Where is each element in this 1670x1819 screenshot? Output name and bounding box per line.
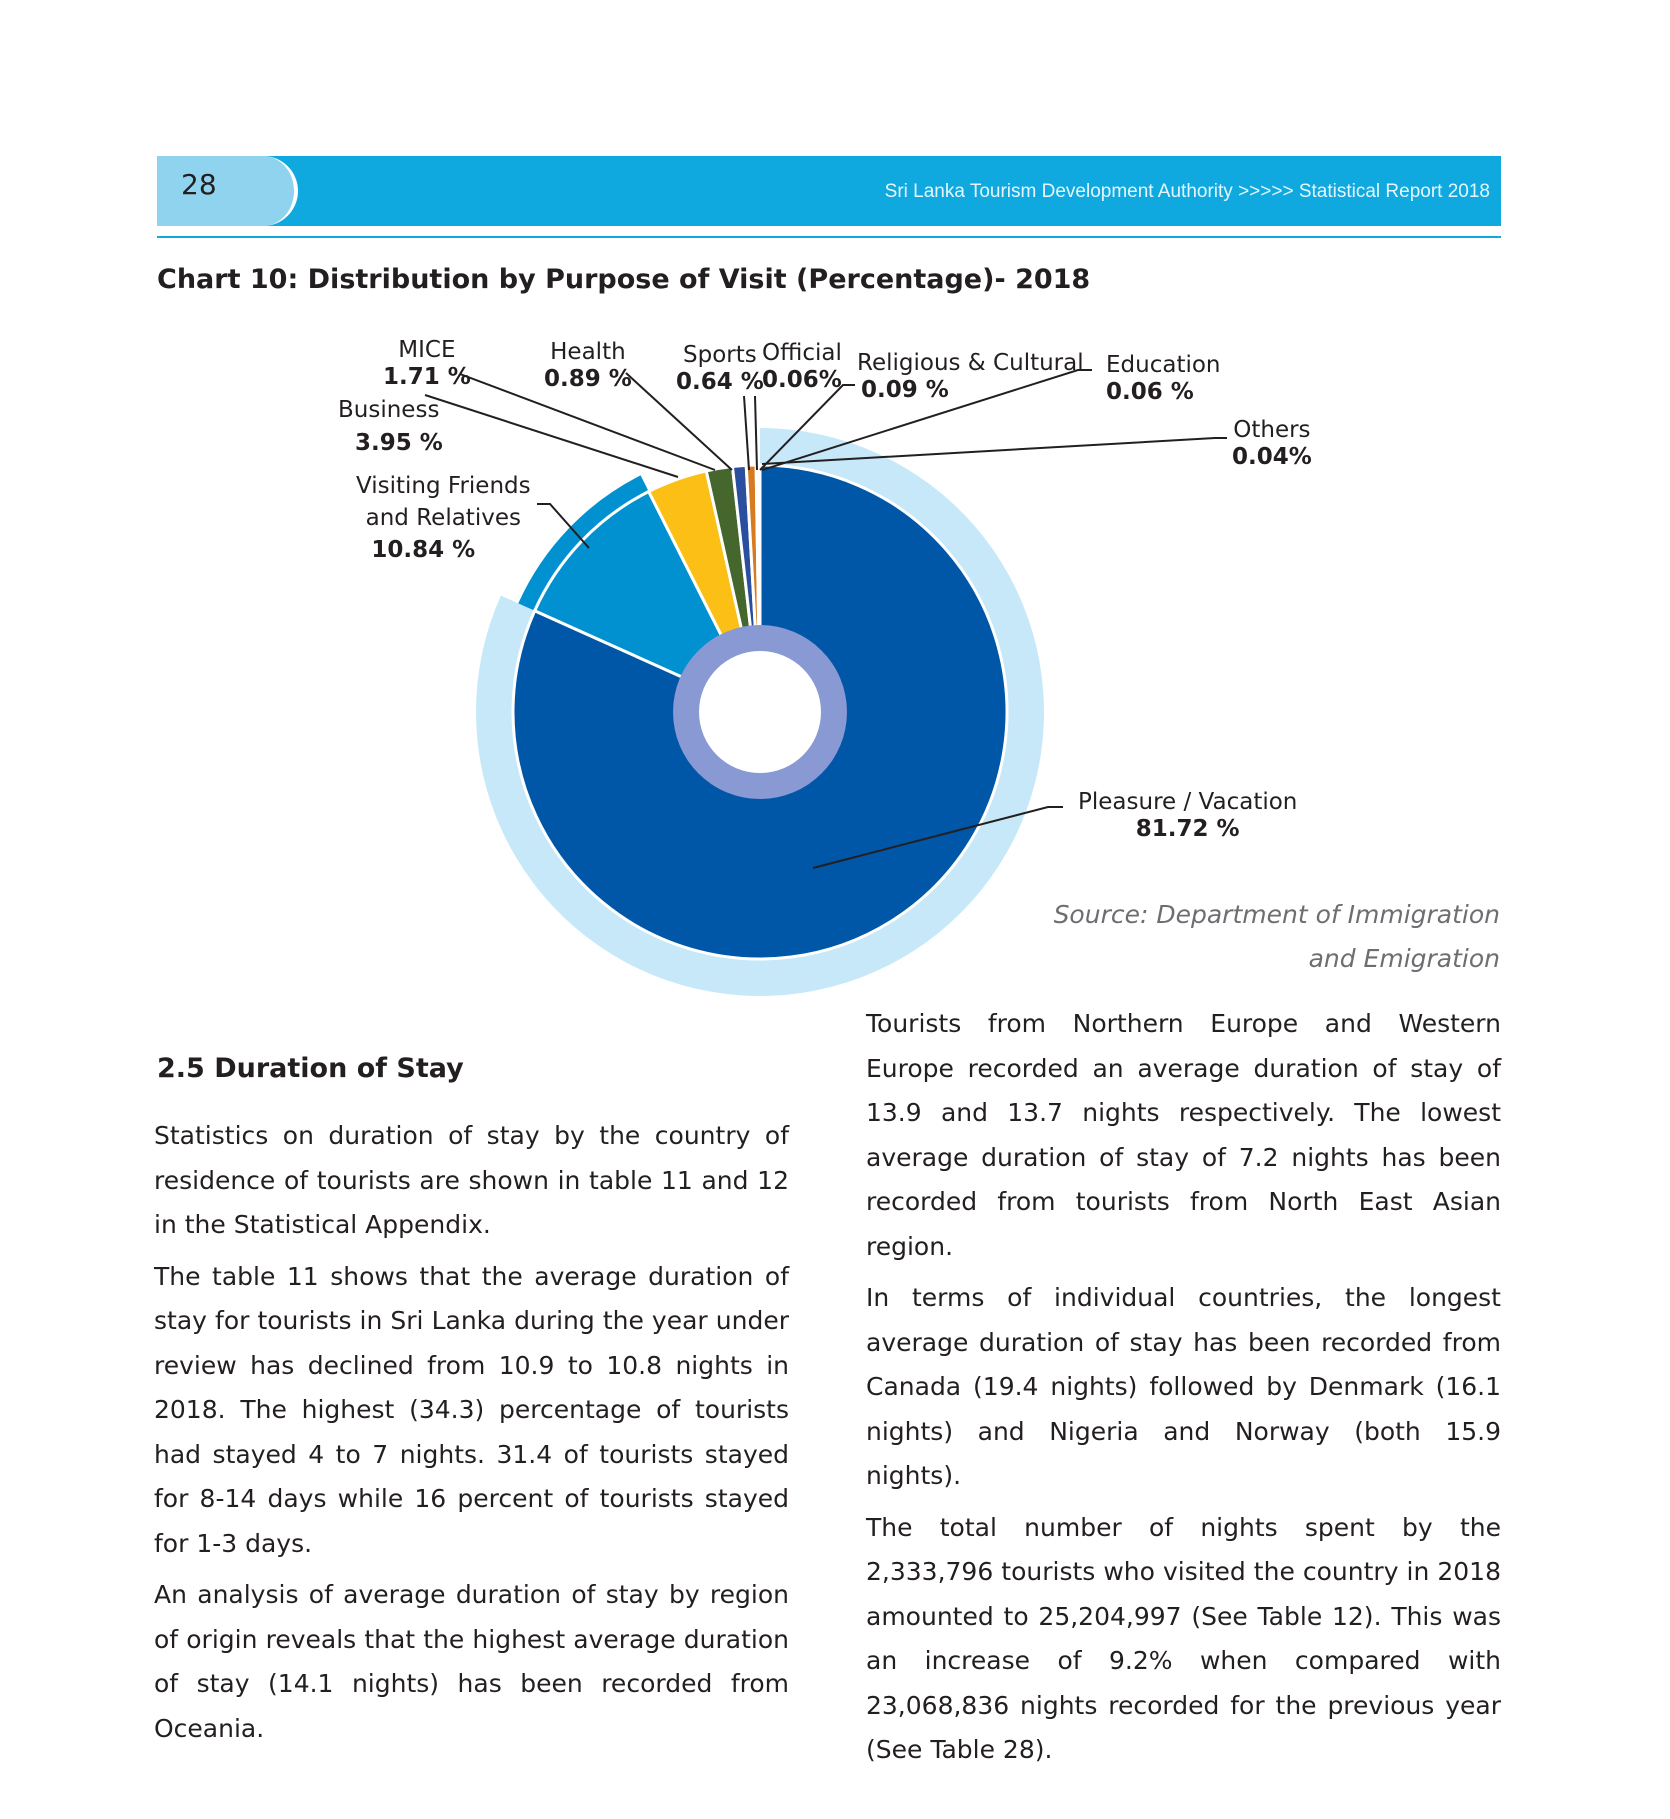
- right-column: Tourists from Northern Europe and Wester…: [866, 1002, 1501, 1780]
- label-mice: MICE 1.71 %: [383, 337, 471, 391]
- chart-title: Chart 10: Distribution by Purpose of Vis…: [157, 264, 1091, 295]
- label-pleasure-name: Pleasure / Vacation: [1078, 789, 1298, 815]
- page-number: 28: [181, 168, 217, 201]
- report-title: Sri Lanka Tourism Development Authority …: [884, 181, 1490, 202]
- label-sports: Sports 0.64 %: [676, 342, 764, 396]
- left-paragraph-1: Statistics on duration of stay by the co…: [154, 1121, 789, 1239]
- leader-health: [625, 372, 733, 471]
- source-line-1: Source: Department of Immigration: [1053, 900, 1500, 929]
- leader-pleasure: [812, 806, 1063, 869]
- label-health-name: Health: [550, 339, 626, 365]
- label-health-value: 0.89 %: [544, 366, 632, 392]
- label-official: Official 0.06%: [762, 340, 842, 394]
- label-others: Others 0.04%: [1232, 417, 1312, 471]
- label-religious-name: Religious & Cultural: [857, 350, 1084, 376]
- leader-vfr: [537, 503, 590, 549]
- leader-religious: [759, 384, 855, 471]
- label-business-value: 3.95 %: [355, 430, 443, 456]
- left-paragraph-2: The table 11 shows that the average dura…: [154, 1261, 789, 1558]
- label-education: Education 0.06 %: [1106, 352, 1221, 406]
- label-religious: Religious & Cultural 0.09 %: [857, 350, 1084, 404]
- leader-official: [754, 395, 758, 471]
- label-vfr-name-2: and Relatives: [365, 505, 521, 531]
- leader-mice: [459, 373, 716, 471]
- label-vfr-value: 10.84 %: [371, 537, 476, 563]
- label-religious-value: 0.09 %: [861, 377, 949, 403]
- page-number-tab: [157, 156, 298, 226]
- label-business-name: Business: [338, 397, 440, 423]
- label-official-name: Official: [762, 340, 842, 366]
- slice-others: [757, 463, 762, 713]
- label-vfr: Visiting Friends and Relatives 10.84 %: [356, 470, 531, 566]
- label-others-name: Others: [1233, 417, 1311, 443]
- left-column: Statistics on duration of stay by the co…: [154, 1114, 789, 1758]
- leader-sports: [743, 395, 750, 471]
- label-education-name: Education: [1106, 352, 1221, 378]
- label-business: Business 3.95 %: [338, 394, 443, 460]
- source-line-2: and Emigration: [1308, 944, 1500, 973]
- section-heading: 2.5 Duration of Stay: [157, 1053, 464, 1084]
- label-sports-value: 0.64 %: [676, 369, 764, 395]
- label-mice-value: 1.71 %: [383, 364, 471, 390]
- label-vfr-name-1: Visiting Friends: [356, 473, 531, 499]
- right-paragraph-2: In terms of individual countries, the lo…: [866, 1283, 1501, 1490]
- label-pleasure: Pleasure / Vacation 81.72 %: [1078, 789, 1297, 843]
- center-hole: [673, 625, 847, 799]
- label-official-value: 0.06%: [762, 367, 842, 393]
- label-health: Health 0.89 %: [544, 339, 632, 393]
- leader-education: [761, 369, 1092, 471]
- leader-business: [424, 394, 679, 478]
- leader-lines: [424, 369, 1227, 869]
- slice-pleasure-vacation: [511, 463, 1009, 961]
- right-paragraph-3: The total number of nights spent by the …: [866, 1512, 1501, 1765]
- header-bar: [157, 156, 1501, 226]
- label-mice-name: MICE: [398, 337, 456, 363]
- label-others-value: 0.04%: [1232, 444, 1312, 470]
- header-rule: [157, 236, 1501, 238]
- left-paragraph-3: An analysis of average duration of stay …: [154, 1580, 789, 1743]
- center-circle: [699, 651, 821, 773]
- leader-others: [761, 437, 1227, 465]
- label-sports-name: Sports: [683, 342, 757, 368]
- label-pleasure-value: 81.72 %: [1135, 816, 1240, 842]
- chart-source: Source: Department of Immigration and Em…: [1000, 893, 1500, 981]
- right-paragraph-1: Tourists from Northern Europe and Wester…: [866, 1009, 1501, 1261]
- label-education-value: 0.06 %: [1106, 379, 1194, 405]
